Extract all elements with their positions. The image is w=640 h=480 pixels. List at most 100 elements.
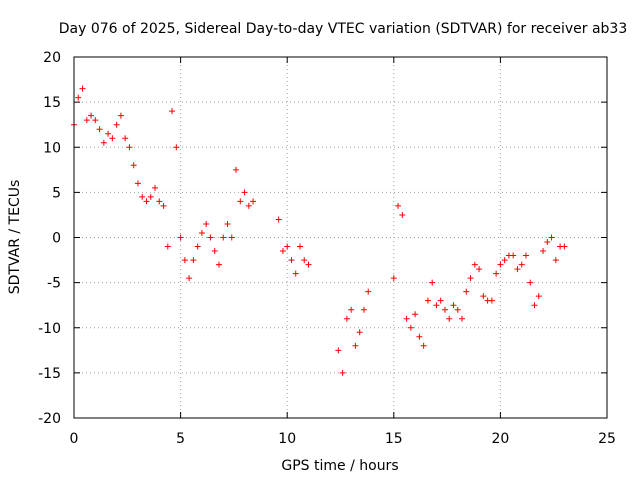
- x-tick-label: 0: [70, 431, 79, 447]
- data-point: [365, 288, 372, 295]
- data-point: [343, 315, 350, 322]
- data-point: [177, 234, 184, 241]
- data-point: [433, 302, 440, 309]
- data-point: [548, 234, 555, 241]
- x-tick-label: 15: [385, 431, 403, 447]
- y-tick-label: 5: [52, 185, 61, 201]
- data-point: [544, 239, 551, 246]
- data-point: [390, 275, 397, 282]
- data-point: [245, 202, 252, 209]
- data-point: [429, 279, 436, 286]
- data-point: [416, 333, 423, 340]
- data-point: [522, 252, 529, 259]
- y-axis-label: SDTVAR / TECUs: [7, 180, 23, 295]
- data-point: [488, 297, 495, 304]
- data-point: [228, 234, 235, 241]
- data-point: [275, 216, 282, 223]
- data-point: [139, 193, 146, 200]
- data-point: [105, 130, 112, 137]
- data-point: [476, 266, 483, 273]
- data-point: [160, 202, 167, 209]
- data-point: [356, 329, 363, 336]
- data-point: [497, 261, 504, 268]
- data-point: [441, 306, 448, 313]
- data-point: [224, 220, 231, 227]
- data-point: [83, 117, 90, 124]
- data-point: [514, 266, 521, 273]
- x-tick-label: 20: [491, 431, 509, 447]
- data-point: [399, 211, 406, 218]
- x-tick-label: 10: [278, 431, 296, 447]
- data-point: [169, 108, 176, 115]
- data-point: [233, 166, 240, 173]
- axis-ticks: [73, 56, 608, 419]
- data-point: [181, 257, 188, 264]
- data-point: [527, 279, 534, 286]
- data-point: [143, 198, 150, 205]
- data-point: [250, 198, 257, 205]
- data-point: [134, 180, 141, 187]
- data-point: [335, 347, 342, 354]
- y-tick-label: -15: [38, 366, 61, 382]
- data-point: [122, 135, 129, 142]
- data-point: [561, 243, 568, 250]
- data-point: [220, 234, 227, 241]
- data-point: [194, 243, 201, 250]
- data-point: [463, 288, 470, 295]
- data-point: [109, 135, 116, 142]
- y-axis-tick-labels: -20 -15 -10 -5 0 5 10 15 20: [38, 50, 61, 427]
- data-point: [420, 342, 427, 349]
- grid-lines: [74, 57, 607, 418]
- data-point: [207, 234, 214, 241]
- data-point: [352, 342, 359, 349]
- plot-frame: [73, 56, 608, 419]
- data-point: [471, 261, 478, 268]
- data-point: [424, 297, 431, 304]
- data-point: [75, 94, 82, 101]
- data-point: [454, 306, 461, 313]
- data-point: [296, 243, 303, 250]
- data-point: [126, 144, 133, 151]
- data-point: [301, 257, 308, 264]
- data-point: [279, 248, 286, 255]
- data-point: [493, 270, 500, 277]
- data-point: [531, 302, 538, 309]
- data-point: [113, 121, 120, 128]
- chart-title: Day 076 of 2025, Sidereal Day-to-day VTE…: [59, 21, 628, 37]
- data-point: [79, 85, 86, 92]
- data-point: [395, 202, 402, 209]
- data-point: [164, 243, 171, 250]
- data-point: [237, 198, 244, 205]
- y-tick-label: 0: [52, 231, 61, 247]
- data-point: [190, 257, 197, 264]
- data-point: [186, 275, 193, 282]
- data-point: [198, 229, 205, 236]
- data-point: [96, 126, 103, 133]
- data-point: [88, 112, 95, 119]
- data-point: [437, 297, 444, 304]
- y-tick-label: -5: [47, 276, 61, 292]
- data-point: [292, 270, 299, 277]
- data-point: [480, 293, 487, 300]
- data-point: [403, 315, 410, 322]
- data-point: [518, 261, 525, 268]
- y-tick-label: 20: [43, 50, 61, 66]
- data-point: [117, 112, 124, 119]
- data-point: [288, 257, 295, 264]
- data-point: [284, 243, 291, 250]
- data-point: [173, 144, 180, 151]
- data-point: [130, 162, 137, 169]
- data-point: [92, 117, 99, 124]
- x-tick-label: 5: [176, 431, 185, 447]
- x-tick-label: 25: [598, 431, 616, 447]
- data-point: [446, 315, 453, 322]
- y-tick-label: -10: [38, 321, 61, 337]
- data-point: [305, 261, 312, 268]
- data-point: [348, 306, 355, 313]
- data-point: [152, 184, 159, 191]
- data-point: [540, 248, 547, 255]
- data-point: [211, 248, 218, 255]
- data-point: [407, 324, 414, 331]
- data-point: [156, 198, 163, 205]
